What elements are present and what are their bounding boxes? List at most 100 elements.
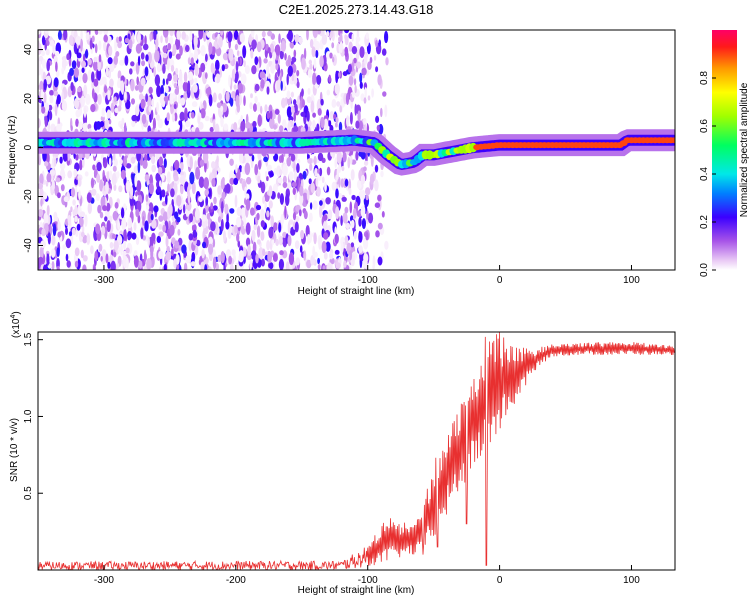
noise-cell — [224, 203, 229, 215]
noise-cell — [162, 224, 167, 233]
noise-cell — [69, 67, 75, 77]
noise-cell — [55, 61, 58, 72]
noise-cell — [83, 53, 86, 63]
noise-cell — [85, 32, 90, 41]
noise-cell — [60, 184, 65, 192]
noise-cell — [128, 38, 133, 50]
noise-cell — [104, 216, 108, 222]
noise-cell — [94, 250, 98, 262]
noise-cell — [218, 207, 221, 217]
noise-cell — [169, 36, 174, 45]
noise-cell — [189, 156, 193, 170]
noise-cell — [242, 45, 247, 59]
noise-cell — [256, 41, 262, 53]
noise-cell — [310, 100, 315, 113]
noise-cell — [285, 193, 290, 206]
noise-cell — [102, 157, 106, 163]
noise-cell — [98, 54, 102, 63]
noise-cell — [70, 81, 74, 92]
noise-cell — [73, 98, 80, 109]
spectrogram-noise-cells — [38, 30, 389, 270]
noise-cell — [262, 248, 266, 256]
noise-cell — [260, 231, 265, 241]
noise-cell — [316, 74, 322, 85]
noise-cell — [352, 91, 355, 98]
noise-cell — [308, 59, 312, 65]
colorbar-tick-label: 0.4 — [699, 167, 710, 181]
noise-cell — [189, 30, 193, 43]
noise-cell — [87, 58, 92, 66]
noise-cell — [130, 61, 135, 67]
noise-cell — [292, 187, 296, 195]
noise-cell — [235, 164, 238, 174]
noise-cell — [214, 76, 218, 83]
noise-cell — [276, 79, 282, 91]
noise-cell — [198, 176, 205, 189]
x-tick-label: 0 — [497, 275, 503, 286]
noise-cell — [49, 169, 56, 177]
noise-cell — [94, 43, 98, 54]
noise-cell — [288, 219, 294, 225]
noise-cell — [91, 35, 95, 43]
noise-cell — [153, 30, 157, 41]
noise-cell — [38, 182, 43, 190]
noise-cell — [356, 210, 362, 218]
noise-cell — [49, 95, 54, 104]
noise-cell — [312, 119, 316, 130]
noise-cell — [206, 213, 211, 220]
noise-cell — [342, 212, 348, 224]
noise-cell — [156, 63, 162, 73]
noise-cell — [220, 116, 224, 128]
noise-cell — [212, 205, 218, 211]
noise-cell — [82, 234, 88, 244]
noise-cell — [49, 110, 53, 121]
noise-cell — [254, 163, 259, 176]
noise-cell — [307, 120, 312, 127]
colorbar-gradient — [712, 30, 737, 270]
noise-cell — [53, 158, 57, 167]
noise-cell — [54, 50, 60, 56]
noise-cell — [369, 173, 375, 185]
noise-cell — [263, 156, 269, 163]
noise-cell — [250, 93, 253, 99]
spectrogram-x-label: Height of straight line (km) — [298, 286, 415, 297]
noise-cell — [351, 46, 358, 55]
noise-cell — [107, 57, 113, 65]
noise-cell — [190, 261, 196, 267]
noise-cell — [97, 93, 102, 105]
noise-cell — [317, 108, 322, 116]
noise-cell — [377, 74, 382, 86]
noise-cell — [78, 189, 81, 200]
noise-cell — [65, 253, 69, 262]
noise-cell — [319, 167, 323, 177]
noise-cell — [174, 240, 180, 249]
noise-cell — [155, 37, 159, 51]
noise-cell — [114, 202, 119, 209]
noise-cell — [38, 209, 44, 217]
noise-cell — [280, 40, 287, 53]
noise-cell — [53, 77, 59, 88]
noise-cell — [257, 114, 263, 127]
noise-cell — [335, 30, 339, 38]
noise-cell — [312, 200, 318, 210]
noise-cell — [204, 264, 208, 270]
noise-cell — [145, 204, 150, 211]
noise-cell — [233, 122, 238, 131]
noise-cell — [51, 234, 56, 246]
noise-cell — [144, 66, 149, 77]
noise-cell — [149, 32, 152, 42]
noise-cell — [256, 239, 261, 245]
noise-cell — [219, 30, 224, 36]
y-tick-label: 40 — [23, 44, 34, 56]
noise-cell — [266, 240, 271, 251]
noise-cell — [266, 164, 272, 172]
noise-cell — [282, 164, 288, 176]
noise-cell — [171, 215, 175, 222]
noise-cell — [358, 245, 363, 254]
noise-cell — [98, 40, 102, 51]
noise-cell — [44, 161, 49, 167]
noise-cell — [183, 262, 188, 270]
colorbar-tick-label: 0.2 — [699, 215, 710, 229]
noise-cell — [109, 63, 115, 73]
noise-cell — [352, 208, 357, 219]
